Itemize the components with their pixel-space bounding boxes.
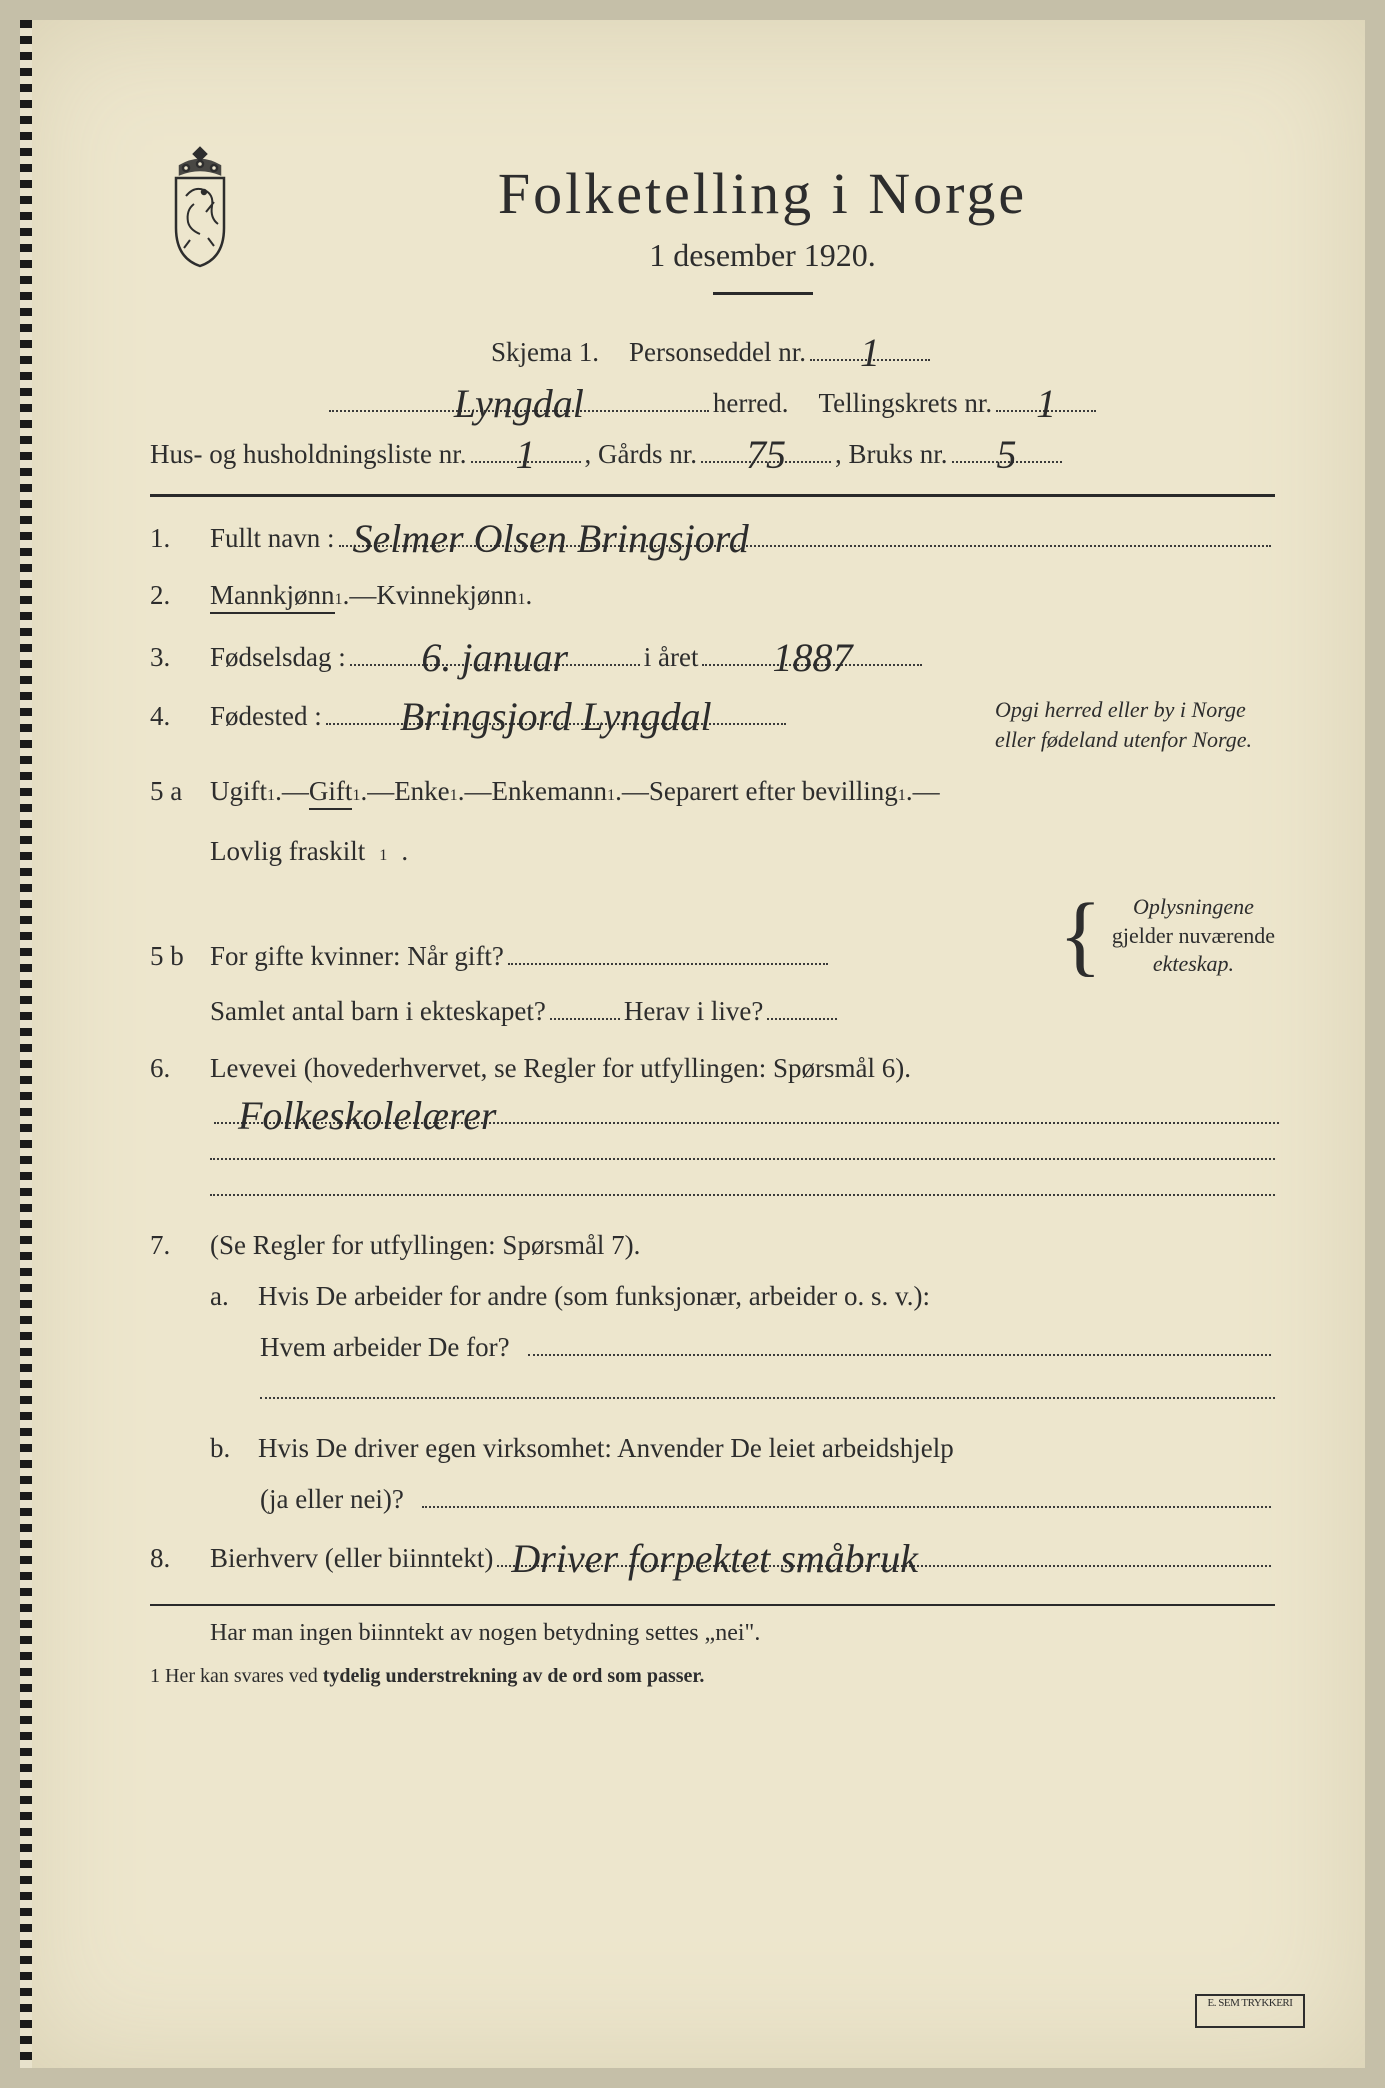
q5b-gift-field	[508, 939, 828, 965]
q8-label: Bierhverv (eller biinntekt)	[210, 1543, 493, 1574]
q6-answer: Folkeskolelærer	[210, 1098, 1275, 1124]
q1-label: Fullt navn :	[210, 523, 335, 554]
main-title: Folketelling i Norge	[250, 160, 1275, 227]
gards-field: 75	[701, 437, 831, 463]
binding-edge	[20, 20, 32, 2068]
husliste-label: Hus- og husholdningsliste nr.	[150, 439, 467, 470]
question-5a: 5 a Ugift1. — Gift1. — Enke1. — Enkemann…	[150, 776, 1275, 810]
herred-label: herred.	[713, 388, 789, 419]
bruks-field: 5	[952, 437, 1062, 463]
subtitle: 1 desember 1920.	[250, 237, 1275, 274]
q7b-text2: (ja eller nei)?	[260, 1484, 404, 1515]
footnote-1: 1 Her kan svares ved tydelig understrekn…	[150, 1665, 1275, 1688]
q5b-samlet: Samlet antal barn i ekteskapet?	[210, 996, 546, 1027]
content-area: Folketelling i Norge 1 desember 1920. Sk…	[20, 20, 1365, 1748]
q5b-num: 5 b	[150, 941, 196, 972]
q6-line3	[210, 1194, 1275, 1196]
q2-mann: Mannkjønn	[210, 580, 335, 614]
tellingskrets-label: Tellingskrets nr.	[819, 388, 993, 419]
q6-label: Levevei (hovederhvervet, se Regler for u…	[210, 1053, 911, 1084]
divider-rule-1	[150, 494, 1275, 497]
q7a-text2: Hvem arbeider De for?	[260, 1332, 510, 1363]
q7b-text1: Hvis De driver egen virksomhet: Anvender…	[258, 1433, 954, 1464]
q7a-line	[260, 1397, 1275, 1399]
meta-line-1: Skjema 1. Personseddel nr. 1	[150, 335, 1275, 368]
question-7b: b. Hvis De driver egen virksomhet: Anven…	[210, 1433, 1275, 1464]
q1-field: Selmer Olsen Bringsjord	[339, 521, 1271, 547]
footnote-rule	[150, 1604, 1275, 1606]
q4-value: Bringsjord Lyngdal	[396, 693, 716, 740]
bruks-nr: 5	[993, 431, 1021, 478]
footnote: Har man ingen biinntekt av nogen betydni…	[210, 1620, 1275, 1647]
gards-nr: 75	[742, 431, 790, 478]
q5b-label: For gifte kvinner: Når gift?	[210, 941, 504, 972]
printer-stamp: E. SEM TRYKKERI	[1195, 1994, 1305, 2028]
q3-label: Fødselsdag :	[210, 642, 346, 673]
question-8: 8. Bierhverv (eller biinntekt) Driver fo…	[150, 1541, 1275, 1574]
title-rule	[713, 292, 813, 295]
skjema-label: Skjema 1.	[491, 337, 599, 368]
q7a-text1: Hvis De arbeider for andre (som funksjon…	[258, 1281, 930, 1312]
q5b-brace: { Oplysningene gjelder nuværende ekteska…	[1059, 893, 1275, 979]
q7b-label: b.	[210, 1433, 244, 1464]
q3-year-label: i året	[644, 642, 699, 673]
q6-value: Folkeskolelærer	[234, 1092, 500, 1139]
question-4: 4. Fødested : Bringsjord Lyngdal Opgi he…	[150, 699, 1275, 732]
personseddel-nr-field: 1	[810, 335, 930, 361]
q2-num: 2.	[150, 580, 196, 611]
personseddel-nr: 1	[856, 329, 884, 376]
q1-value: Selmer Olsen Bringsjord	[349, 515, 753, 562]
q3-day: 6. januar	[417, 634, 572, 681]
question-7: 7. (Se Regler for utfyllingen: Spørsmål …	[150, 1230, 1275, 1261]
question-2: 2. Mannkjønn1. — Kvinnekjønn1.	[150, 580, 1275, 614]
title-block: Folketelling i Norge 1 desember 1920.	[250, 160, 1275, 295]
q5a-gift: Gift	[309, 776, 353, 810]
q4-label: Fødested :	[210, 701, 322, 732]
husliste-field: 1	[471, 437, 581, 463]
husliste-nr: 1	[512, 431, 540, 478]
q3-year: 1887	[768, 634, 856, 681]
q6-num: 6.	[150, 1053, 196, 1084]
q7-num: 7.	[150, 1230, 196, 1261]
q7-label: (Se Regler for utfyllingen: Spørsmål 7).	[210, 1230, 640, 1261]
q3-day-field: 6. januar	[350, 640, 640, 666]
q7a-label: a.	[210, 1281, 244, 1312]
personseddel-label: Personseddel nr.	[629, 337, 806, 368]
q4-field: Bringsjord Lyngdal	[326, 699, 786, 725]
q5a-num: 5 a	[150, 776, 196, 807]
question-7a: a. Hvis De arbeider for andre (som funks…	[210, 1281, 1275, 1312]
question-6: 6. Levevei (hovederhvervet, se Regler fo…	[150, 1053, 1275, 1084]
q6-line2	[210, 1158, 1275, 1160]
question-5a-cont: Lovlig fraskilt1.	[210, 836, 1275, 867]
herred-field: Lyngdal	[329, 386, 709, 412]
q3-num: 3.	[150, 642, 196, 673]
question-5b: 5 b For gifte kvinner: Når gift? Samlet …	[150, 893, 1275, 1027]
question-1: 1. Fullt navn : Selmer Olsen Bringsjord	[150, 521, 1275, 554]
q4-note: Opgi herred eller by i Norge eller fødel…	[995, 695, 1335, 754]
question-7b-2: (ja eller nei)?	[260, 1482, 1275, 1515]
q8-num: 8.	[150, 1543, 196, 1574]
bruks-label: , Bruks nr.	[835, 439, 948, 470]
brace-icon: {	[1059, 895, 1102, 976]
q8-field: Driver forpektet småbruk	[497, 1541, 1271, 1567]
tellingskrets-nr: 1	[1032, 380, 1060, 427]
q8-value: Driver forpektet småbruk	[507, 1535, 922, 1582]
q5b-herav: Herav i live?	[624, 996, 763, 1027]
q3-year-field: 1887	[702, 640, 922, 666]
question-3: 3. Fødselsdag : 6. januar i året 1887	[150, 640, 1275, 673]
q2-kvinne: Kvinnekjønn	[376, 580, 517, 611]
tellingskrets-field: 1	[996, 386, 1096, 412]
census-document: Folketelling i Norge 1 desember 1920. Sk…	[20, 20, 1365, 2068]
q1-num: 1.	[150, 523, 196, 554]
meta-line-2: Lyngdal herred. Tellingskrets nr. 1	[150, 386, 1275, 419]
herred-value: Lyngdal	[450, 380, 588, 427]
document-header: Folketelling i Norge 1 desember 1920.	[150, 160, 1275, 295]
question-7a-2: Hvem arbeider De for?	[260, 1330, 1275, 1363]
gards-label: , Gårds nr.	[585, 439, 697, 470]
coat-of-arms-icon	[150, 140, 250, 270]
meta-line-3: Hus- og husholdningsliste nr. 1 , Gårds …	[150, 437, 1275, 470]
q4-num: 4.	[150, 701, 196, 732]
